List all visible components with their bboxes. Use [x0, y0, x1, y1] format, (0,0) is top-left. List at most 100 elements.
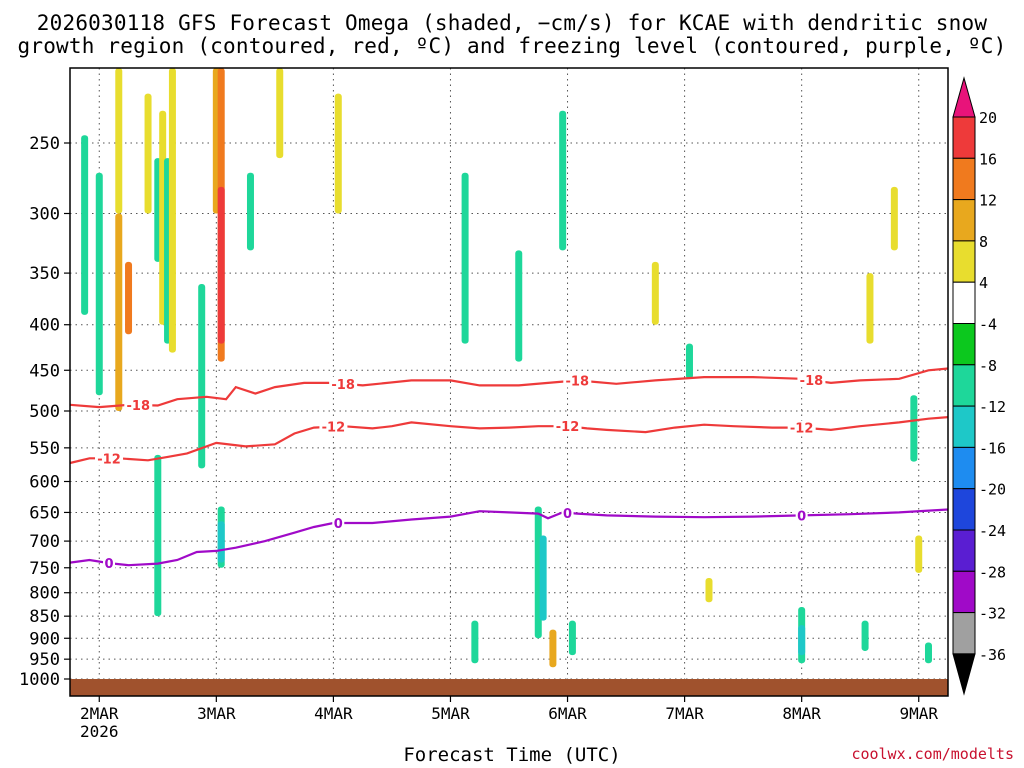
- omega-cell: [924, 642, 932, 664]
- contour-label-bg: [787, 420, 816, 435]
- colorbar-bin: [952, 323, 976, 366]
- omega-cell: [890, 186, 898, 251]
- colorbar-label: -16: [979, 439, 1006, 457]
- credit-link[interactable]: coolwx.com/modelts: [851, 745, 1014, 763]
- x-tick-label: 8MAR: [782, 704, 821, 723]
- contour-label-minus-18: -18: [566, 374, 590, 389]
- colorbar-label: -12: [979, 398, 1006, 416]
- colorbar-bin: [952, 199, 976, 242]
- omega-cell: [549, 629, 557, 668]
- contour-label-bg: [124, 398, 153, 413]
- contour-label-minus-18: -18: [331, 378, 355, 393]
- omega-cell: [154, 454, 162, 617]
- colorbar-label: -8: [979, 357, 997, 375]
- omega-cell: [168, 68, 176, 353]
- omega-cell: [217, 186, 225, 344]
- colorbar-bin: [952, 364, 976, 407]
- x-tick-label: 9MAR: [899, 704, 938, 723]
- omega-cell: [217, 521, 225, 563]
- x-tick-label: 4MAR: [314, 704, 353, 723]
- x-tick-label: 5MAR: [431, 704, 470, 723]
- colorbar-label: -24: [979, 522, 1006, 540]
- omega-shading: [81, 68, 932, 668]
- contour-label-bg: [103, 556, 116, 571]
- contour-label-bg: [795, 508, 808, 523]
- colorbar-label: 20: [979, 109, 997, 127]
- y-axis: 2503003504004505005506006507007508008509…: [19, 134, 70, 690]
- colorbar-top-arrow: [952, 76, 976, 118]
- omega-cell: [125, 261, 133, 335]
- omega-cell: [115, 68, 123, 214]
- omega-cell: [276, 68, 284, 159]
- y-tick-label: 800: [29, 584, 60, 604]
- x-axis-label: Forecast Time (UTC): [403, 744, 621, 766]
- contour-label-freezing-level: 0: [797, 509, 806, 524]
- colorbar-bin: [952, 157, 976, 201]
- x-tick-label: 6MAR: [548, 704, 587, 723]
- x-tick-label: 7MAR: [665, 704, 704, 723]
- omega-cell: [685, 343, 693, 379]
- contour-label-freezing-level: 0: [104, 557, 113, 572]
- omega-cell: [798, 625, 806, 656]
- colorbar-bin: [952, 570, 976, 614]
- contour-label-freezing-level: 0: [334, 517, 343, 532]
- colorbar-bin: [952, 488, 976, 531]
- colorbar-label: 12: [979, 192, 997, 210]
- omega-cell: [246, 172, 254, 251]
- colorbar-label: -32: [979, 605, 1006, 623]
- contour-label-bg: [563, 373, 592, 388]
- contour-label-bg: [561, 505, 574, 520]
- x-tick-label: 3MAR: [197, 704, 236, 723]
- y-tick-label: 550: [29, 439, 60, 459]
- colorbar-label: -36: [979, 646, 1006, 664]
- omega-cell: [115, 213, 123, 411]
- chart-title-line-2: growth region (contoured, red, ºC) and f…: [17, 34, 1007, 58]
- y-tick-label: 1000: [19, 670, 60, 690]
- y-tick-label: 600: [29, 472, 60, 492]
- contour-label-bg: [329, 376, 358, 391]
- y-tick-label: 250: [29, 134, 60, 154]
- colorbar-bin: [952, 240, 976, 283]
- y-tick-label: 650: [29, 503, 60, 523]
- y-tick-label: 300: [29, 204, 60, 224]
- ground-surface: [70, 679, 948, 696]
- contour-label-minus-12: -12: [322, 421, 346, 436]
- omega-cell: [910, 395, 918, 462]
- omega-cell: [81, 135, 89, 315]
- y-tick-label: 850: [29, 607, 60, 627]
- colorbar-bin: [952, 612, 976, 655]
- colorbar-label: 8: [979, 233, 988, 251]
- omega-cell: [539, 535, 547, 621]
- contour-label-minus-18: -18: [127, 399, 151, 414]
- colorbar-bin: [952, 446, 976, 490]
- omega-cell: [144, 93, 152, 214]
- y-tick-label: 950: [29, 650, 60, 670]
- colorbar-bin: [952, 116, 976, 159]
- omega-cell: [334, 93, 342, 214]
- colorbar: 20 16 12 8 4 -4 -8 -12 -16 -20 -24 -28 -32 -36: [952, 76, 1006, 696]
- omega-cell: [559, 110, 567, 251]
- colorbar-label: -20: [979, 481, 1006, 499]
- contour-label-bg: [553, 419, 582, 434]
- chart-title-line-1: 2026030118 GFS Forecast Omega (shaded, −…: [36, 11, 988, 35]
- contour-label-bg: [319, 419, 348, 434]
- omega-cell: [461, 172, 469, 344]
- x-tick-label: 2MAR: [80, 704, 119, 723]
- omega-cell: [651, 261, 659, 325]
- omega-cell: [866, 273, 874, 344]
- contour-label-minus-12: -12: [556, 420, 580, 435]
- y-tick-label: 500: [29, 402, 60, 422]
- omega-cell: [568, 620, 576, 656]
- colorbar-bottom-arrow: [952, 653, 976, 696]
- x-tick-sublabel: 2026: [80, 722, 119, 741]
- omega-cell: [471, 620, 479, 664]
- plot-frame: [69, 67, 949, 697]
- contours: 0 0 0 0 -12 -12 -12 -12 -18 -18 -18 -18: [69, 367, 949, 572]
- contour-label-bg: [95, 451, 124, 466]
- colorbar-label: 4: [979, 274, 988, 292]
- colorbar-label: 16: [979, 150, 997, 168]
- omega-cell: [861, 620, 869, 651]
- y-tick-label: 700: [29, 532, 60, 552]
- colorbar-bin: [952, 405, 976, 448]
- y-tick-label: 900: [29, 629, 60, 649]
